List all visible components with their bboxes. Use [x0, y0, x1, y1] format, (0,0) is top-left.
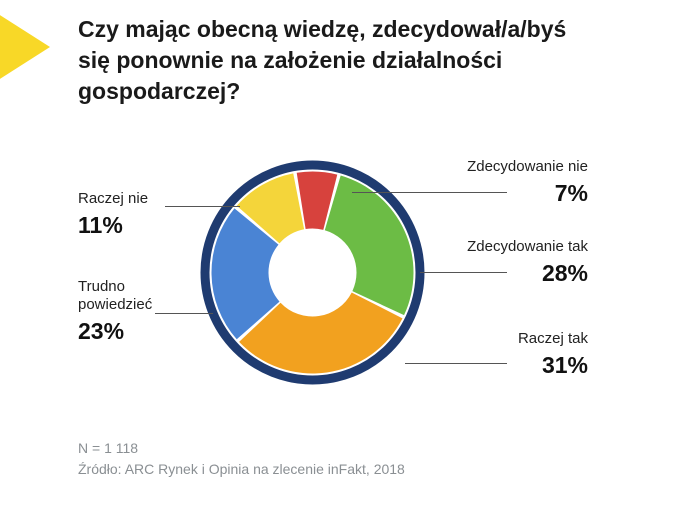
sample-size: N = 1 118 — [78, 438, 405, 459]
label-trudno-powiedziec: Trudno powiedzieć 23% — [78, 278, 188, 345]
label-zdecydowanie-tak: Zdecydowanie tak 28% — [438, 238, 588, 287]
accent-triangle — [0, 12, 50, 82]
value-text: 11% — [78, 212, 188, 239]
connector-line — [155, 313, 213, 314]
connector-line — [405, 363, 507, 364]
category-text: Trudno powiedzieć — [78, 278, 188, 314]
value-text: 7% — [438, 180, 588, 207]
footnote: N = 1 118 Źródło: ARC Rynek i Opinia na … — [78, 438, 405, 480]
donut-svg — [195, 155, 430, 390]
label-raczej-tak: Raczej tak 31% — [438, 330, 588, 379]
chart-title: Czy mając obecną wiedzę, zdecydował/a/by… — [78, 14, 598, 107]
value-text: 31% — [438, 352, 588, 379]
connector-line — [352, 192, 507, 193]
source-text: Źródło: ARC Rynek i Opinia na zlecenie i… — [78, 459, 405, 480]
donut-chart — [195, 155, 430, 390]
category-text: Zdecydowanie tak — [438, 238, 588, 256]
label-zdecydowanie-nie: Zdecydowanie nie 7% — [438, 158, 588, 207]
infographic-page: Czy mając obecną wiedzę, zdecydował/a/by… — [0, 0, 679, 523]
connector-line — [165, 206, 240, 207]
value-text: 28% — [438, 260, 588, 287]
category-text: Raczej tak — [438, 330, 588, 348]
donut-hole — [270, 230, 356, 316]
category-text: Zdecydowanie nie — [438, 158, 588, 176]
connector-line — [420, 272, 507, 273]
value-text: 23% — [78, 318, 188, 345]
label-raczej-nie: Raczej nie 11% — [78, 190, 188, 239]
